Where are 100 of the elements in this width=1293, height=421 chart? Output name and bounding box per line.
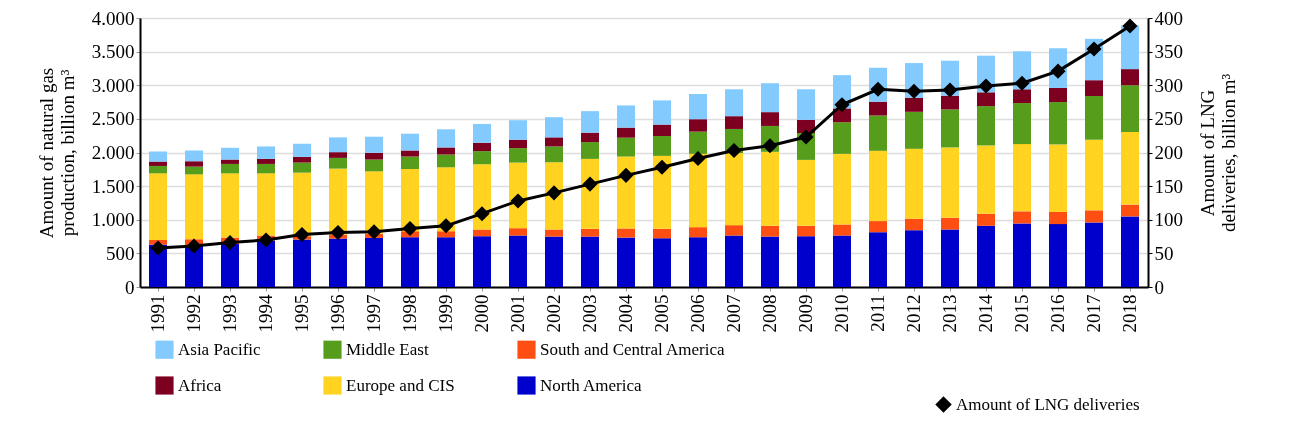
bar [1085, 222, 1103, 287]
bar [473, 123, 491, 143]
bar [617, 237, 635, 287]
bar [257, 146, 275, 159]
legend-label: North America [540, 375, 642, 395]
bar [545, 137, 563, 147]
bar [509, 228, 527, 236]
bar [149, 165, 167, 174]
bar [1121, 25, 1139, 70]
bar [1013, 223, 1031, 287]
legend-label: Africa [178, 375, 222, 395]
bar [797, 236, 815, 287]
bar [1049, 224, 1067, 287]
bar [257, 173, 275, 236]
y-tick-label: 1.500 [91, 175, 135, 197]
bar [149, 173, 167, 240]
bar [545, 229, 563, 237]
x-tick-label: 2012 [903, 294, 924, 333]
point [402, 221, 418, 236]
bar [401, 156, 419, 169]
x-tick-label: 2004 [615, 294, 636, 333]
bar [833, 122, 851, 154]
y-tick-label: 0 [125, 276, 135, 298]
bar [653, 100, 671, 125]
bar [761, 83, 779, 113]
y2-tick-label: 150 [1154, 175, 1183, 197]
bar [185, 150, 203, 162]
x-tick-label: 2001 [507, 294, 528, 333]
x-tick-label: 2000 [471, 294, 492, 333]
bar [1085, 139, 1103, 211]
y2-tick-label: 400 [1154, 7, 1183, 29]
bar [905, 97, 923, 112]
x-tick-label: 2006 [687, 294, 708, 333]
bar [1121, 131, 1139, 205]
y-tick-label: 2.500 [91, 108, 135, 130]
bar [1049, 212, 1067, 225]
bar [329, 168, 347, 235]
point [150, 240, 166, 256]
point [186, 238, 202, 254]
bar [1013, 211, 1031, 224]
x-tick-label: 1995 [291, 294, 312, 333]
point [222, 235, 238, 250]
x-tick-label: 2003 [579, 294, 600, 333]
bar [977, 92, 995, 107]
bar [221, 163, 239, 174]
point [798, 129, 814, 145]
x-tick-label: 2008 [759, 294, 780, 333]
bar [581, 132, 599, 143]
legend-label: Europe and CIS [346, 375, 455, 395]
bar [761, 151, 779, 226]
bar [221, 243, 239, 287]
bar [941, 217, 959, 230]
bar [329, 152, 347, 158]
point [258, 232, 274, 248]
bar [617, 156, 635, 229]
bar [185, 166, 203, 175]
bar [401, 150, 419, 157]
bar [725, 89, 743, 117]
bar [1121, 85, 1139, 132]
bar [581, 111, 599, 133]
bar [833, 235, 851, 287]
bar [689, 93, 707, 120]
bar [869, 221, 887, 233]
bar [833, 153, 851, 225]
y-tick-label: 500 [106, 242, 135, 264]
point [1014, 76, 1030, 91]
x-tick-label: 1998 [399, 294, 420, 333]
bar [545, 146, 563, 163]
x-tick-label: 1992 [183, 294, 204, 333]
bar [185, 174, 203, 240]
x-tick-label: 2007 [723, 294, 744, 333]
bar [833, 224, 851, 236]
bar [401, 133, 419, 151]
point [1122, 18, 1138, 34]
bar [725, 116, 743, 129]
x-tick-label: 1997 [363, 294, 384, 333]
bar [509, 235, 527, 287]
point [906, 84, 922, 99]
bar [1013, 103, 1031, 145]
bar [761, 112, 779, 126]
bar [977, 225, 995, 287]
bar [905, 111, 923, 149]
bar [725, 225, 743, 236]
bar [293, 239, 311, 287]
legend-label: Middle East [346, 339, 429, 359]
point [690, 151, 706, 166]
bar [329, 137, 347, 153]
y-tick-label: 2.000 [91, 142, 135, 163]
bar [437, 129, 455, 148]
bar [941, 95, 959, 110]
y-tick-label: 4.000 [91, 7, 135, 29]
y2-tick-label: 250 [1154, 108, 1183, 130]
bar [437, 147, 455, 155]
bar [1085, 96, 1103, 140]
legend-label: Asia Pacific [178, 339, 262, 359]
y2-tick-label: 350 [1154, 41, 1183, 63]
bar [1085, 210, 1103, 223]
point [582, 176, 598, 192]
y2-tick-label: 0 [1154, 276, 1164, 298]
point [978, 78, 994, 94]
